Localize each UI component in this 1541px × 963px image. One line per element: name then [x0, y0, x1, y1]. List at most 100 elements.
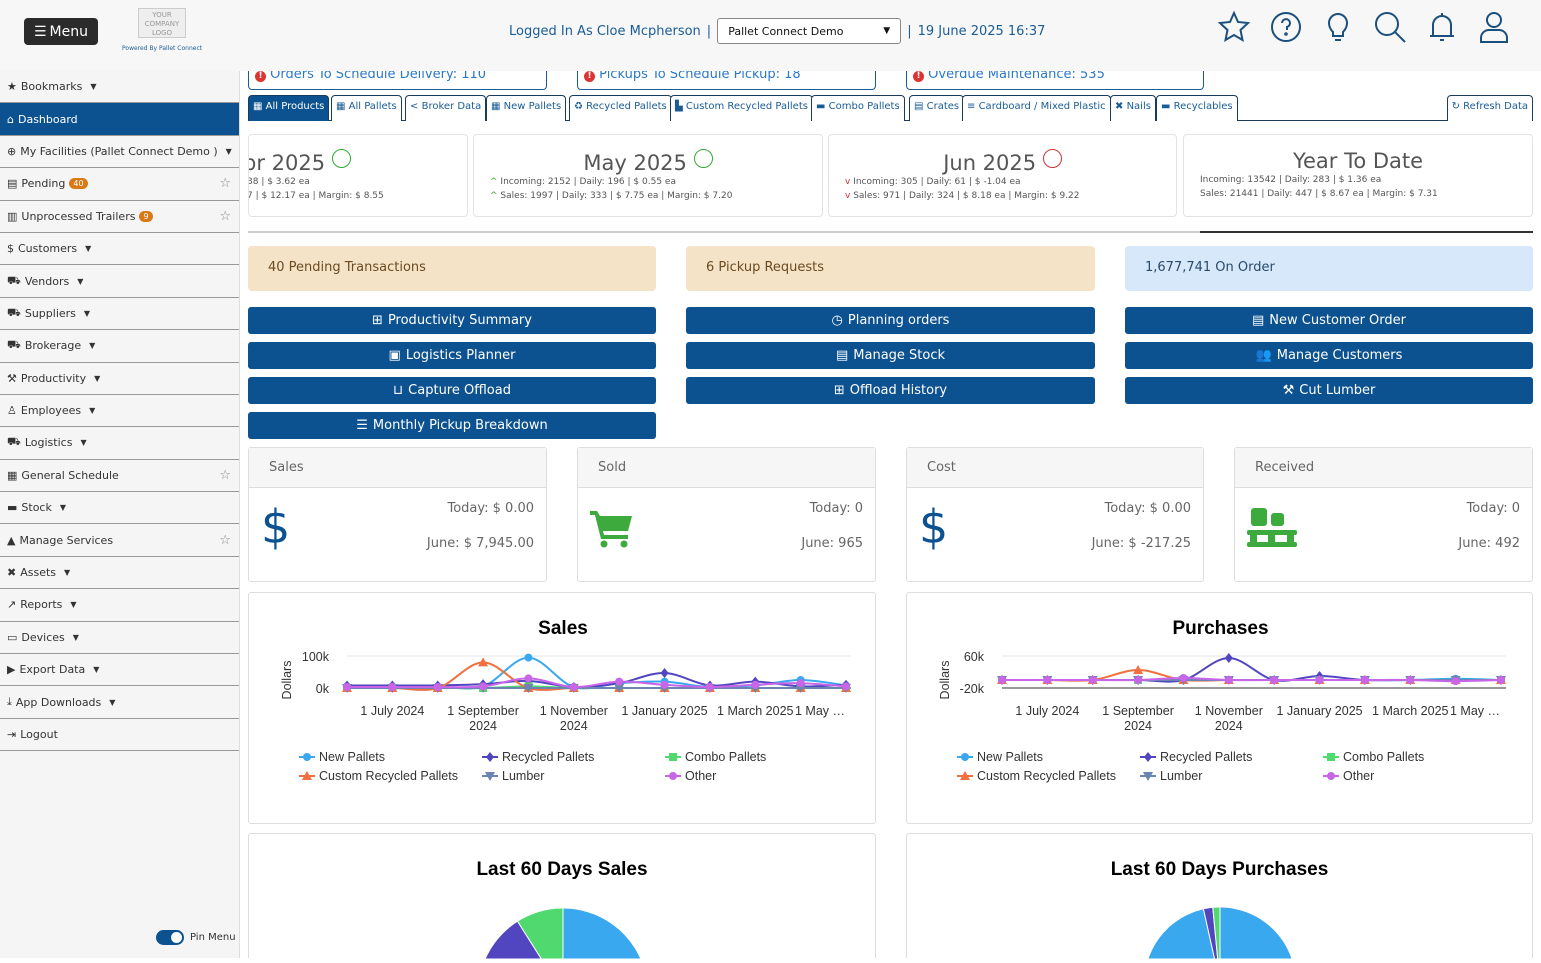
tab-icon: ♻	[574, 101, 583, 112]
bookmark-star-icon[interactable]: ☆	[219, 176, 231, 192]
legend-label: Combo Pallets	[1343, 750, 1424, 764]
data-point	[1088, 676, 1097, 684]
tab-custom-recycled-pallets[interactable]: ▙ Custom Recycled Pallets	[670, 95, 813, 121]
sidebar-item-my[interactable]: ⊕ My Facilities (Pallet Connect Demo ) ▼	[0, 136, 239, 169]
sidebar-item-assets[interactable]: ✖ Assets ▼	[0, 557, 239, 590]
logistics-planner-button[interactable]: ▣ Logistics Planner	[248, 342, 656, 369]
pin-menu[interactable]: Pin Menu	[156, 930, 236, 945]
sidebar-item-unprocessed[interactable]: ▥ Unprocessed Trailers 9 ☆	[0, 201, 239, 233]
trend-up-icon: ^	[490, 191, 498, 201]
star-icon[interactable]	[1217, 10, 1251, 44]
data-point	[1224, 676, 1233, 684]
tab-broker-data[interactable]: < Broker Data	[405, 95, 487, 121]
bell-icon[interactable]	[1425, 10, 1459, 44]
pending-transactions-box[interactable]: 40 Pending Transactions	[248, 246, 656, 291]
menu-button[interactable]: ☰ Menu	[24, 18, 98, 45]
sidebar-item-stock[interactable]: ▬ Stock ▼	[0, 492, 239, 525]
tab-cardboard-mixed-plastic[interactable]: ≡ Cardboard / Mixed Plastic	[962, 95, 1111, 121]
productivity-summary-button[interactable]: ⊞ Productivity Summary	[248, 307, 656, 334]
tab-all-products[interactable]: ▦ All Products	[248, 95, 330, 121]
pin-menu-toggle[interactable]	[156, 930, 184, 945]
sidebar-item-pending[interactable]: ▤ Pending 40 ☆	[0, 168, 239, 201]
sidebar-item-export[interactable]: ▶ Export Data ▼	[0, 654, 239, 687]
y-axis-label: Dollars	[938, 661, 952, 700]
data-point	[388, 683, 397, 692]
sidebar-item-devices[interactable]: ▭ Devices ▼	[0, 622, 239, 655]
manage-customers-button[interactable]: 👥 Manage Customers	[1125, 342, 1533, 369]
tab-crates[interactable]: ▤ Crates	[909, 95, 965, 121]
sidebar-item-general[interactable]: ▦ General Schedule ☆	[0, 460, 239, 493]
facility-select[interactable]: Pallet Connect Demo ▼	[717, 18, 902, 44]
sidebar-item-bookmarks[interactable]: ★ Bookmarks ▼	[0, 71, 239, 104]
caret-down-icon: ▼	[64, 568, 71, 578]
sidebar-item-employees[interactable]: ♙ Employees ▼	[0, 395, 239, 428]
data-point	[1315, 676, 1324, 684]
pallet-icon	[1247, 508, 1297, 547]
chart-bar-icon: ☰	[356, 418, 368, 433]
sidebar-item-customers[interactable]: $ Customers ▼	[0, 233, 239, 266]
x-tick-label: 1 May …	[795, 704, 845, 718]
planning-orders-button[interactable]: ◷ Planning orders	[686, 307, 1095, 334]
data-point	[998, 676, 1006, 684]
sidebar-item-logout[interactable]: ⇥ Logout	[0, 719, 239, 752]
sidebar-item-suppliers[interactable]: ⛟ Suppliers ▼	[0, 298, 239, 331]
tab-icon: <	[410, 101, 419, 112]
capture-offload-button[interactable]: ⊔ Capture Offload	[248, 377, 656, 404]
data-point	[669, 772, 677, 780]
sidebar-item-dashboard[interactable]: ⌂ Dashboard	[0, 103, 239, 136]
data-point	[1224, 653, 1233, 663]
tab-icon: ≡	[967, 101, 976, 112]
tab-recycled-pallets[interactable]: ♻ Recycled Pallets	[569, 95, 672, 121]
x-tick-label: 1 January 2025	[1276, 704, 1362, 718]
cut-lumber-button[interactable]: ⚒ Cut Lumber	[1125, 377, 1533, 404]
bookmark-star-icon[interactable]: ☆	[219, 208, 231, 224]
y-axis-label: Dollars	[280, 661, 294, 700]
help-icon[interactable]	[1269, 10, 1303, 44]
sidebar-item-reports[interactable]: ↗ Reports ▼	[0, 589, 239, 622]
y-tick-label: -20k	[960, 682, 985, 696]
new-customer-order-button[interactable]: ▤ New Customer Order	[1125, 307, 1533, 334]
on-order-box[interactable]: 1,677,741 On Order	[1125, 246, 1533, 291]
manage-stock-button[interactable]: ▤ Manage Stock	[686, 342, 1095, 369]
pie-slice-combo-pallets	[1212, 906, 1221, 960]
sidebar-item-logistics[interactable]: ⛟ Logistics ▼	[0, 427, 239, 460]
logged-in-text: Logged In As Cloe Mcpherson	[509, 23, 701, 39]
tab-new-pallets[interactable]: ▦ New Pallets	[486, 95, 567, 121]
month-summary-card: May 2025 ^ Incoming: 2152 | Daily: 196 |…	[473, 134, 823, 217]
data-point	[485, 772, 495, 781]
sidebar-item-vendors[interactable]: ⛟ Vendors ▼	[0, 265, 239, 298]
user-icon[interactable]	[1477, 10, 1511, 44]
tab-recyclables[interactable]: ▬ Recyclables	[1156, 95, 1238, 121]
receipt-icon: ▤	[1251, 313, 1265, 328]
data-point	[960, 771, 970, 780]
legend-item: Recycled Pallets	[482, 750, 594, 764]
x-tick-label: 1 July 2024	[1015, 704, 1079, 718]
search-icon[interactable]	[1373, 10, 1407, 44]
sidebar-item-brokerage[interactable]: ⛟ Brokerage ▼	[0, 330, 239, 363]
lightbulb-icon[interactable]	[1321, 10, 1355, 44]
data-point	[433, 683, 442, 692]
refresh-data-button[interactable]: ↻ Refresh Data	[1446, 95, 1533, 121]
legend-label: Lumber	[1160, 769, 1202, 783]
tab-nails[interactable]: ✖ Nails	[1110, 95, 1156, 121]
refresh-icon: ↻	[1451, 101, 1460, 112]
offload-history-button[interactable]: ⊞ Offload History	[686, 377, 1095, 404]
sidebar-item-productivity[interactable]: ⚒ Productivity ▼	[0, 363, 239, 395]
bookmark-star-icon[interactable]: ☆	[219, 532, 231, 548]
bookmark-star-icon[interactable]: ☆	[219, 467, 231, 483]
tab-icon: ▬	[816, 101, 826, 112]
datetime: 19 June 2025 16:37	[917, 23, 1046, 39]
tab-combo-pallets[interactable]: ▬ Combo Pallets	[811, 95, 905, 121]
stat-sales: Sales $ Today: $ 0.00 June: $ 7,945.00	[248, 447, 547, 582]
data-point	[842, 682, 850, 691]
x-tick-label: 1 March 2025	[1372, 704, 1448, 718]
last-60-days-purchases-pie: Last 60 Days Purchases	[906, 833, 1533, 960]
sidebar-item-manage[interactable]: ▲ Manage Services ☆	[0, 524, 239, 557]
login-info: Logged In As Cloe Mcpherson | Pallet Conn…	[509, 18, 1045, 44]
monthly-pickup-breakdown-button[interactable]: ☰ Monthly Pickup Breakdown	[248, 412, 656, 439]
sidebar-item-app[interactable]: ⤓ App Downloads ▼	[0, 686, 239, 719]
table-icon: ⊞	[833, 383, 845, 398]
chart-title: Sales	[538, 618, 588, 639]
pickup-requests-box[interactable]: 6 Pickup Requests	[686, 246, 1095, 291]
tab-all-pallets[interactable]: ▦ All Pallets	[331, 95, 402, 121]
